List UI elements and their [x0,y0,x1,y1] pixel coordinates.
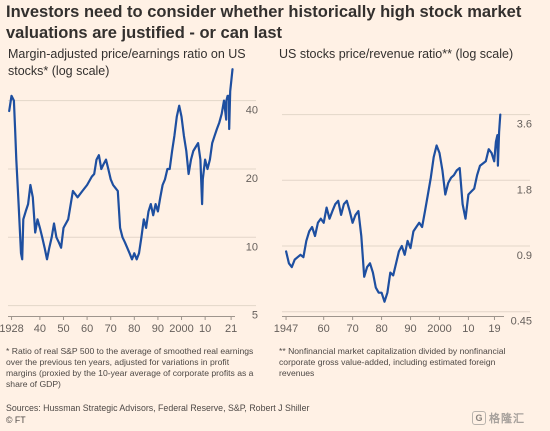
x-tick-label: 80 [375,323,387,335]
x-tick-label: 21 [225,323,237,335]
y-tick-label: 10 [246,241,258,253]
footnote-right: ** Nonfinancial market capitalization di… [279,346,506,378]
panel-2-subtitle: US stocks price/revenue ratio** (log sca… [279,47,514,61]
x-tick-label: 60 [318,323,330,335]
y-tick-label: 0.45 [511,316,532,328]
x-tick-label: 90 [404,323,416,335]
x-tick-label: 19 [488,323,500,335]
series-line [285,113,502,303]
x-tick-label: 90 [152,323,164,335]
chart-title: Investors need to consider whether histo… [6,3,522,42]
panel-1-subtitle: Margin-adjusted price/earnings ratio on … [8,47,246,78]
x-tick-label: 2000 [169,323,193,335]
watermark: G 格隆汇 [472,408,544,427]
x-tick-label: 1947 [274,323,298,335]
y-tick-label: 40 [246,105,258,117]
x-tick-label: 80 [128,323,140,335]
series-line [8,68,234,261]
panel-2-chart: 0.45 0.9 1.8 3.6 1947 60 70 80 90 2000 10 19 [274,113,532,335]
y-tick-label: 1.8 [517,184,532,196]
panel-1-chart: 5 10 20 40 1928 40 50 60 70 80 90 2000 10 21 [0,68,258,335]
sources-text: Sources: Hussman Strategic Advisors, Fed… [6,403,310,413]
y-tick-label: 20 [246,173,258,185]
x-tick-label: 60 [81,323,93,335]
ft-credit: © FT [6,415,26,425]
x-tick-label: 10 [199,323,211,335]
x-tick-label: 40 [34,323,46,335]
gelonghui-logo-icon: G [472,410,486,425]
x-tick-label: 10 [462,323,474,335]
x-tick-label: 2000 [427,323,451,335]
x-tick-label: 1928 [0,323,24,335]
y-tick-label: 3.6 [517,119,532,131]
watermark-text: 格隆汇 [489,412,525,425]
x-tick-label: 50 [57,323,69,335]
footnote-left: * Ratio of real S&P 500 to the average o… [6,346,254,389]
x-tick-label: 70 [105,323,117,335]
y-tick-label: 0.9 [517,250,532,262]
x-tick-label: 70 [347,323,359,335]
y-tick-label: 5 [252,310,258,322]
